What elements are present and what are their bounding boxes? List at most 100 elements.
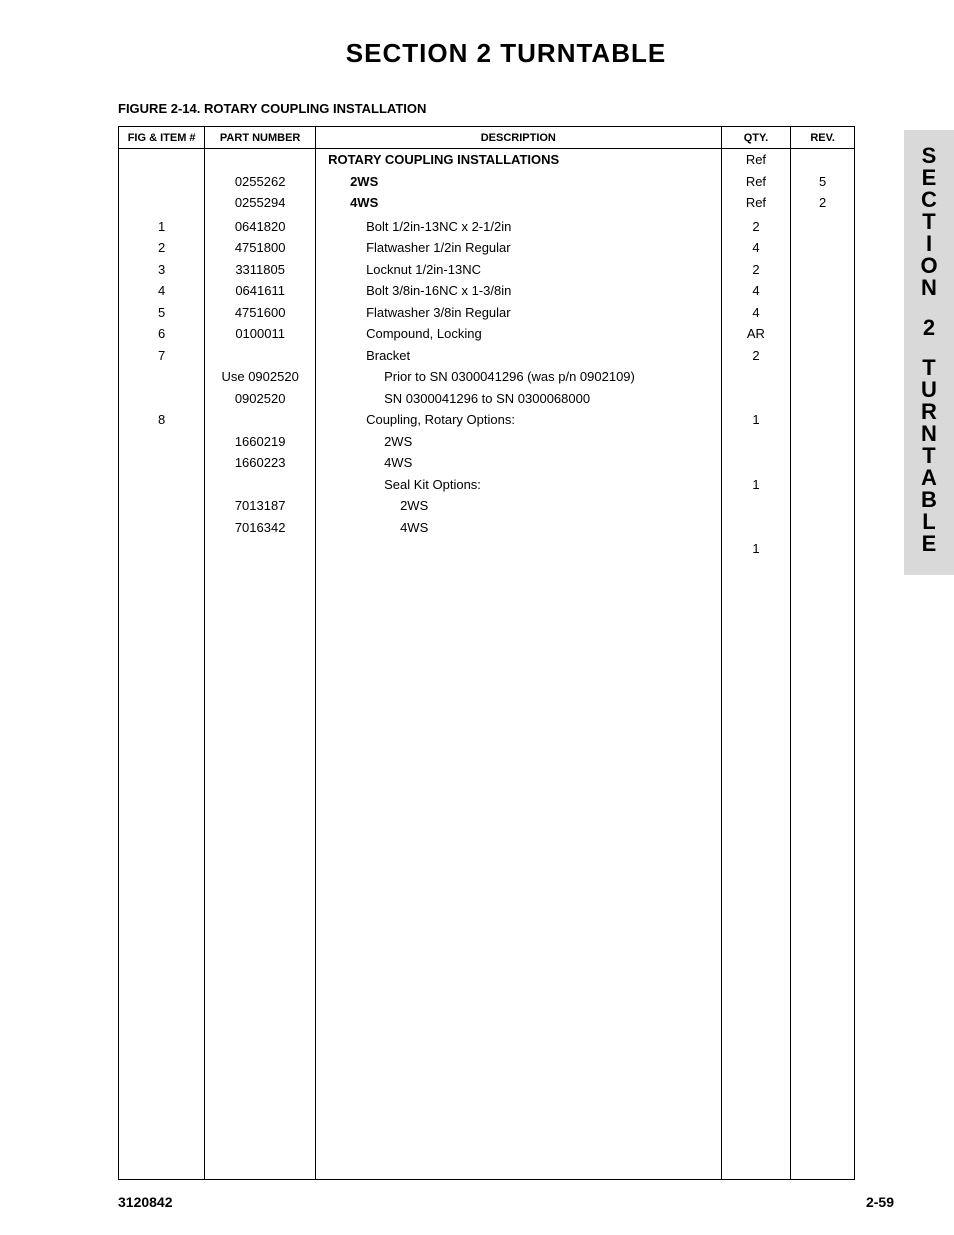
- table-row: 8 Coupling, Rotary Options:1: [119, 409, 855, 431]
- cell-rev: [791, 302, 855, 324]
- cell-rev: [791, 517, 855, 539]
- cell-desc: ROTARY COUPLING INSTALLATIONS: [316, 149, 721, 171]
- table-row: 10641820Bolt 1/2in-13NC x 2-1/2in2: [119, 216, 855, 238]
- cell-fig: 6: [119, 323, 205, 345]
- table-row: 54751600Flatwasher 3/8in Regular4: [119, 302, 855, 324]
- header-rev: REV.: [791, 127, 855, 149]
- cell-fig: [119, 452, 205, 474]
- cell-part: Use 0902520: [205, 366, 316, 388]
- cell-desc: 4WS: [316, 452, 721, 474]
- cell-qty: Ref: [721, 149, 791, 171]
- cell-rev: [791, 538, 855, 560]
- table-row: 40641611Bolt 3/8in-16NC x 1-3/8in4: [119, 280, 855, 302]
- cell-rev: [791, 149, 855, 171]
- cell-rev: 5: [791, 171, 855, 193]
- cell-fig: [119, 431, 205, 453]
- cell-qty: 1: [721, 538, 791, 560]
- side-tab-char: O: [920, 255, 937, 277]
- cell-rev: [791, 345, 855, 367]
- side-tab-char: A: [921, 467, 937, 489]
- filler-cell: [316, 560, 721, 1180]
- cell-qty: [721, 452, 791, 474]
- parts-table: FIG & ITEM # PART NUMBER DESCRIPTION QTY…: [118, 126, 855, 1180]
- page-footer: 3120842 2-59: [118, 1194, 894, 1210]
- cell-qty: 1: [721, 409, 791, 431]
- cell-desc: Flatwasher 3/8in Regular: [316, 302, 721, 324]
- cell-part: 0641611: [205, 280, 316, 302]
- cell-desc: Bolt 1/2in-13NC x 2-1/2in: [316, 216, 721, 238]
- cell-rev: [791, 409, 855, 431]
- cell-rev: [791, 259, 855, 281]
- figure-label: FIGURE 2-14. ROTARY COUPLING INSTALLATIO…: [118, 101, 894, 116]
- cell-part: 3311805: [205, 259, 316, 281]
- cell-part: 0902520: [205, 388, 316, 410]
- table-row: 02552622WSRef5: [119, 171, 855, 193]
- cell-fig: [119, 517, 205, 539]
- table-row: 33311805Locknut 1/2in-13NC2: [119, 259, 855, 281]
- header-desc: DESCRIPTION: [316, 127, 721, 149]
- cell-part: 4751600: [205, 302, 316, 324]
- cell-qty: [721, 431, 791, 453]
- cell-part: [205, 409, 316, 431]
- table-row: Seal Kit Options:1: [119, 474, 855, 496]
- cell-rev: [791, 388, 855, 410]
- cell-qty: 4: [721, 280, 791, 302]
- filler-cell: [205, 560, 316, 1180]
- side-tab-char: 2: [923, 317, 935, 339]
- cell-desc: Seal Kit Options:: [316, 474, 721, 496]
- cell-part: 7016342: [205, 517, 316, 539]
- cell-fig: 8: [119, 409, 205, 431]
- table-header-row: FIG & ITEM # PART NUMBER DESCRIPTION QTY…: [119, 127, 855, 149]
- side-tab-char: U: [921, 379, 937, 401]
- cell-part: 1660219: [205, 431, 316, 453]
- cell-desc: Compound, Locking: [316, 323, 721, 345]
- cell-rev: [791, 366, 855, 388]
- table-row: Use 0902520Prior to SN 0300041296 (was p…: [119, 366, 855, 388]
- side-tab-char: T: [922, 445, 935, 467]
- cell-part: 1660223: [205, 452, 316, 474]
- cell-desc: Prior to SN 0300041296 (was p/n 0902109): [316, 366, 721, 388]
- cell-rev: [791, 280, 855, 302]
- cell-desc: [316, 538, 721, 560]
- cell-desc: Flatwasher 1/2in Regular: [316, 237, 721, 259]
- section-title: SECTION 2 TURNTABLE: [118, 38, 894, 69]
- cell-desc: Coupling, Rotary Options:: [316, 409, 721, 431]
- cell-fig: 7: [119, 345, 205, 367]
- side-tab-char: N: [921, 277, 937, 299]
- cell-desc: SN 0300041296 to SN 0300068000: [316, 388, 721, 410]
- side-tab-char: I: [926, 233, 932, 255]
- side-tab-char: E: [922, 533, 937, 555]
- header-part: PART NUMBER: [205, 127, 316, 149]
- cell-part: [205, 538, 316, 560]
- header-fig: FIG & ITEM #: [119, 127, 205, 149]
- table-body: ROTARY COUPLING INSTALLATIONSRef02552622…: [119, 149, 855, 1180]
- cell-desc: Bolt 3/8in-16NC x 1-3/8in: [316, 280, 721, 302]
- table-row: 02552944WSRef2: [119, 192, 855, 214]
- side-tab-char: S: [922, 145, 937, 167]
- table-row: 24751800Flatwasher 1/2in Regular4: [119, 237, 855, 259]
- side-tab-char: B: [921, 489, 937, 511]
- cell-qty: Ref: [721, 192, 791, 214]
- filler-cell: [791, 560, 855, 1180]
- cell-rev: [791, 237, 855, 259]
- page-container: SECTION 2 TURNTABLE FIGURE 2-14. ROTARY …: [0, 0, 954, 1235]
- cell-fig: [119, 538, 205, 560]
- cell-rev: [791, 474, 855, 496]
- cell-desc: 2WS: [316, 171, 721, 193]
- filler-cell: [721, 560, 791, 1180]
- cell-qty: 4: [721, 237, 791, 259]
- cell-rev: [791, 431, 855, 453]
- cell-desc: 2WS: [316, 431, 721, 453]
- table-row: 16602192WS: [119, 431, 855, 453]
- cell-fig: 4: [119, 280, 205, 302]
- cell-fig: [119, 149, 205, 171]
- cell-qty: [721, 388, 791, 410]
- cell-qty: 2: [721, 259, 791, 281]
- cell-fig: 2: [119, 237, 205, 259]
- table-row: 70163424WS: [119, 517, 855, 539]
- cell-fig: [119, 474, 205, 496]
- cell-part: 0641820: [205, 216, 316, 238]
- cell-fig: [119, 366, 205, 388]
- side-tab: SECTION2TURNTABLE: [904, 130, 954, 575]
- side-tab-char: T: [922, 211, 935, 233]
